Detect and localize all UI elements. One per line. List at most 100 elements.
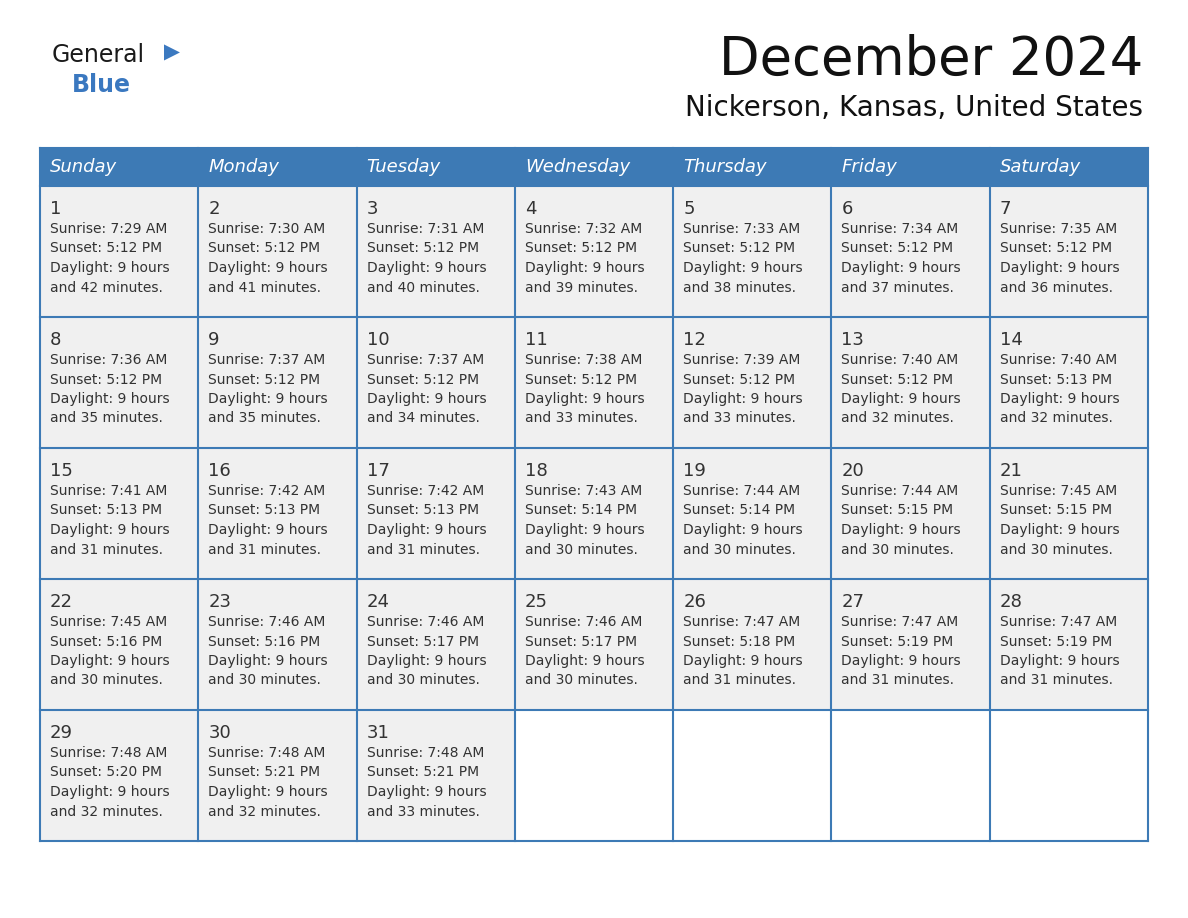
- Text: 21: 21: [1000, 462, 1023, 480]
- Text: Sunset: 5:20 PM: Sunset: 5:20 PM: [50, 766, 162, 779]
- Bar: [674, 710, 832, 841]
- Text: and 30 minutes.: and 30 minutes.: [1000, 543, 1113, 556]
- Text: Daylight: 9 hours: Daylight: 9 hours: [208, 523, 328, 537]
- Text: Sunrise: 7:33 AM: Sunrise: 7:33 AM: [683, 222, 801, 236]
- Text: Sunset: 5:12 PM: Sunset: 5:12 PM: [1000, 241, 1112, 255]
- Text: Sunset: 5:12 PM: Sunset: 5:12 PM: [50, 241, 162, 255]
- Bar: [40, 186, 198, 317]
- Text: Sunset: 5:12 PM: Sunset: 5:12 PM: [367, 241, 479, 255]
- Text: Daylight: 9 hours: Daylight: 9 hours: [50, 654, 170, 668]
- Text: Sunrise: 7:46 AM: Sunrise: 7:46 AM: [367, 615, 484, 629]
- Bar: [40, 448, 198, 579]
- Text: Monday: Monday: [208, 158, 279, 176]
- Text: Sunset: 5:12 PM: Sunset: 5:12 PM: [208, 373, 321, 386]
- Bar: [514, 579, 674, 710]
- Text: Blue: Blue: [72, 73, 131, 97]
- Text: Daylight: 9 hours: Daylight: 9 hours: [208, 785, 328, 799]
- Text: and 30 minutes.: and 30 minutes.: [367, 674, 480, 688]
- Text: Daylight: 9 hours: Daylight: 9 hours: [208, 261, 328, 275]
- Text: Saturday: Saturday: [1000, 158, 1081, 176]
- Text: Sunrise: 7:41 AM: Sunrise: 7:41 AM: [50, 484, 168, 498]
- Text: 29: 29: [50, 724, 72, 742]
- Text: Daylight: 9 hours: Daylight: 9 hours: [50, 261, 170, 275]
- Bar: [198, 710, 356, 841]
- Text: 30: 30: [208, 724, 230, 742]
- Text: Sunrise: 7:40 AM: Sunrise: 7:40 AM: [1000, 353, 1117, 367]
- Text: 6: 6: [841, 200, 853, 218]
- Text: 17: 17: [367, 462, 390, 480]
- Text: Daylight: 9 hours: Daylight: 9 hours: [841, 261, 961, 275]
- Bar: [40, 710, 198, 841]
- Bar: [356, 579, 514, 710]
- Text: Sunrise: 7:44 AM: Sunrise: 7:44 AM: [683, 484, 801, 498]
- Text: and 31 minutes.: and 31 minutes.: [50, 543, 163, 556]
- Text: Sunrise: 7:29 AM: Sunrise: 7:29 AM: [50, 222, 168, 236]
- Text: Sunset: 5:12 PM: Sunset: 5:12 PM: [841, 241, 954, 255]
- Text: and 31 minutes.: and 31 minutes.: [367, 543, 480, 556]
- Text: Sunrise: 7:46 AM: Sunrise: 7:46 AM: [525, 615, 643, 629]
- Text: and 31 minutes.: and 31 minutes.: [683, 674, 796, 688]
- Text: Sunset: 5:19 PM: Sunset: 5:19 PM: [1000, 634, 1112, 648]
- Text: Sunset: 5:15 PM: Sunset: 5:15 PM: [1000, 503, 1112, 518]
- Text: Daylight: 9 hours: Daylight: 9 hours: [683, 261, 803, 275]
- Bar: [990, 579, 1148, 710]
- Text: Sunrise: 7:38 AM: Sunrise: 7:38 AM: [525, 353, 643, 367]
- Text: Daylight: 9 hours: Daylight: 9 hours: [367, 261, 486, 275]
- Text: Daylight: 9 hours: Daylight: 9 hours: [525, 654, 644, 668]
- Bar: [356, 710, 514, 841]
- Text: Sunset: 5:13 PM: Sunset: 5:13 PM: [208, 503, 321, 518]
- Text: 25: 25: [525, 593, 548, 611]
- Text: Sunrise: 7:46 AM: Sunrise: 7:46 AM: [208, 615, 326, 629]
- Text: Sunrise: 7:48 AM: Sunrise: 7:48 AM: [367, 746, 484, 760]
- Text: 12: 12: [683, 331, 706, 349]
- Text: Sunrise: 7:35 AM: Sunrise: 7:35 AM: [1000, 222, 1117, 236]
- Text: 18: 18: [525, 462, 548, 480]
- Text: Sunrise: 7:42 AM: Sunrise: 7:42 AM: [208, 484, 326, 498]
- Text: 19: 19: [683, 462, 706, 480]
- Text: 3: 3: [367, 200, 378, 218]
- Text: 10: 10: [367, 331, 390, 349]
- Text: Thursday: Thursday: [683, 158, 766, 176]
- Text: and 39 minutes.: and 39 minutes.: [525, 281, 638, 295]
- Text: Daylight: 9 hours: Daylight: 9 hours: [683, 392, 803, 406]
- Text: Wednesday: Wednesday: [525, 158, 630, 176]
- Text: 13: 13: [841, 331, 865, 349]
- Text: Daylight: 9 hours: Daylight: 9 hours: [1000, 392, 1119, 406]
- Text: Sunrise: 7:44 AM: Sunrise: 7:44 AM: [841, 484, 959, 498]
- Bar: [832, 710, 990, 841]
- Text: and 31 minutes.: and 31 minutes.: [208, 543, 321, 556]
- Text: Daylight: 9 hours: Daylight: 9 hours: [208, 654, 328, 668]
- Text: Sunrise: 7:39 AM: Sunrise: 7:39 AM: [683, 353, 801, 367]
- Text: Sunrise: 7:42 AM: Sunrise: 7:42 AM: [367, 484, 484, 498]
- Bar: [198, 448, 356, 579]
- Text: and 35 minutes.: and 35 minutes.: [50, 411, 163, 426]
- Text: and 33 minutes.: and 33 minutes.: [683, 411, 796, 426]
- Text: and 30 minutes.: and 30 minutes.: [525, 674, 638, 688]
- Text: Sunrise: 7:45 AM: Sunrise: 7:45 AM: [1000, 484, 1117, 498]
- Text: 9: 9: [208, 331, 220, 349]
- Text: and 30 minutes.: and 30 minutes.: [208, 674, 321, 688]
- Bar: [990, 186, 1148, 317]
- Text: Sunset: 5:12 PM: Sunset: 5:12 PM: [683, 241, 795, 255]
- Text: Sunrise: 7:48 AM: Sunrise: 7:48 AM: [50, 746, 168, 760]
- Text: 28: 28: [1000, 593, 1023, 611]
- Bar: [832, 186, 990, 317]
- Text: Sunrise: 7:31 AM: Sunrise: 7:31 AM: [367, 222, 484, 236]
- Text: Friday: Friday: [841, 158, 897, 176]
- Text: and 33 minutes.: and 33 minutes.: [525, 411, 638, 426]
- Text: and 37 minutes.: and 37 minutes.: [841, 281, 954, 295]
- Text: and 42 minutes.: and 42 minutes.: [50, 281, 163, 295]
- Text: 5: 5: [683, 200, 695, 218]
- Text: Daylight: 9 hours: Daylight: 9 hours: [50, 392, 170, 406]
- Text: Sunset: 5:21 PM: Sunset: 5:21 PM: [208, 766, 321, 779]
- Bar: [514, 317, 674, 448]
- Text: 7: 7: [1000, 200, 1011, 218]
- Text: Sunrise: 7:30 AM: Sunrise: 7:30 AM: [208, 222, 326, 236]
- Text: and 35 minutes.: and 35 minutes.: [208, 411, 321, 426]
- Text: Daylight: 9 hours: Daylight: 9 hours: [367, 654, 486, 668]
- Text: Nickerson, Kansas, United States: Nickerson, Kansas, United States: [685, 94, 1143, 122]
- Bar: [356, 186, 514, 317]
- Text: Sunrise: 7:40 AM: Sunrise: 7:40 AM: [841, 353, 959, 367]
- Text: Sunrise: 7:47 AM: Sunrise: 7:47 AM: [841, 615, 959, 629]
- Text: Sunrise: 7:34 AM: Sunrise: 7:34 AM: [841, 222, 959, 236]
